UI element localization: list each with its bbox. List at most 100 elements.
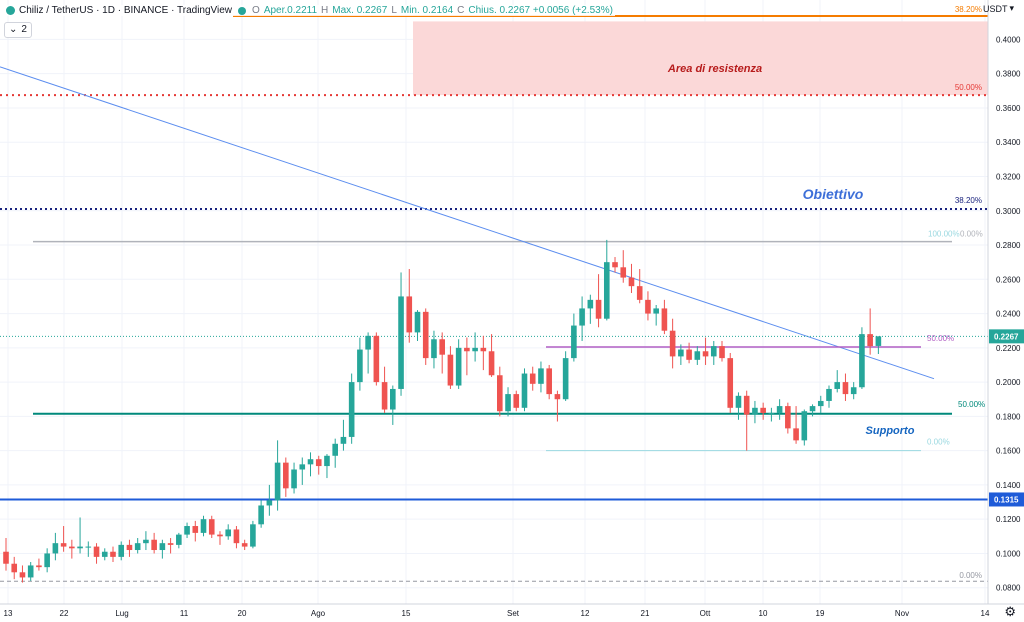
fib-0-label: 0.00% [960,230,983,239]
candle-body [439,339,445,355]
candle-body [702,351,709,357]
price-tick-label: 0.3000 [996,207,1021,216]
candle-body [554,394,561,400]
indicator-count: 2 [21,24,27,35]
candle-body [365,335,371,350]
time-tick-label: Nov [895,609,909,618]
price-tick-label: 0.1200 [996,515,1021,524]
candle-body [283,462,289,489]
candle-body [497,375,503,412]
time-tick-label: 20 [238,609,247,618]
fib-low-0-label: 0.00% [927,438,950,447]
price-tick-label: 0.3800 [996,70,1021,79]
candle-body [266,500,273,506]
candle-body [859,334,865,388]
candle-body [727,358,734,408]
candle-body [719,346,725,359]
candle-body [192,526,199,533]
time-tick-label: Ago [311,609,326,618]
candle-body [431,339,437,359]
candle-body [817,400,824,407]
close-label: C [457,5,465,16]
candle-body [225,529,232,537]
candle-body [118,544,125,557]
candle-body [801,411,808,441]
currency-selector[interactable]: USDT ▾ [983,3,1014,14]
candle-body [546,368,552,395]
candle-body [842,382,849,395]
candle-body [505,394,511,412]
market-open-icon [238,6,247,15]
candle-body [653,308,659,314]
candle-body [52,543,59,554]
price-tick-label: 0.1000 [996,549,1021,558]
fib-top-382-label: 38.20% [955,5,982,14]
price-tick-label: 0.2800 [996,241,1021,250]
candle-body [422,311,429,359]
candle-body [258,505,264,525]
symbol-title[interactable]: Chiliz / TetherUS · 1D · BINANCE · Tradi… [19,5,233,16]
resistance-zone [413,21,988,96]
candle-body [447,354,454,386]
high-label: H [321,5,329,16]
candle-body [340,436,347,444]
price-tick-label: 0.3600 [996,104,1021,113]
candle-body [513,394,520,408]
candle-body [151,539,157,551]
candle-body [241,543,248,547]
candle-body [184,526,190,535]
price-tick-label: 0.2200 [996,344,1021,353]
status-dot-icon [6,6,15,15]
candle-body [834,382,841,389]
candle-body [850,387,857,395]
candle-body [636,286,643,300]
candle-body [217,534,223,537]
downtrend-line [0,66,935,380]
time-axis-bg [0,604,1024,622]
candle-body [612,262,618,268]
candle-body [620,267,627,278]
target-label: Obiettivo [803,186,864,202]
time-tick-label: Set [507,609,520,618]
candle-body [110,551,116,557]
time-tick-label: 11 [180,609,189,618]
support-price-label: 0.1315 [994,495,1019,504]
price-tick-label: 0.2400 [996,310,1021,319]
candle-body [678,349,684,357]
price-tick-label: 0.1600 [996,447,1021,456]
low-value: Min. 0.2164 [400,5,454,16]
candle-body [101,551,108,557]
candle-body [381,382,388,410]
candle-body [521,373,528,408]
last-price-label: 0.2267 [994,332,1019,341]
candle-body [126,544,133,551]
candle-body [595,299,602,319]
chevron-down-icon: ⌄ [9,24,18,35]
candle-body [332,443,338,456]
candle-body [44,553,50,568]
candle-body [776,406,783,413]
candle-body [143,539,149,544]
time-tick-label: Ott [700,609,711,618]
last-price-tag [989,329,1024,344]
time-tick-label: 21 [641,609,650,618]
grid [0,0,988,604]
candle-body [464,347,470,352]
time-tick-label: 19 [816,609,825,618]
time-tick-label: 14 [981,609,990,618]
candle-body [455,347,462,386]
candle-body [785,406,791,429]
high-value: Max. 0.2267 [332,5,388,16]
time-tick-label: 12 [581,609,590,618]
candle-body [480,347,487,352]
price-tick-label: 0.3400 [996,138,1021,147]
indicators-toggle[interactable]: ⌄ 2 [4,22,32,38]
candle-body [167,543,174,545]
time-tick-label: 10 [759,609,768,618]
gear-icon[interactable]: ⚙ [1004,604,1016,619]
open-label: O [252,5,260,16]
low-label: L [391,5,397,16]
candle-body [348,382,355,437]
candle-body [274,462,281,501]
